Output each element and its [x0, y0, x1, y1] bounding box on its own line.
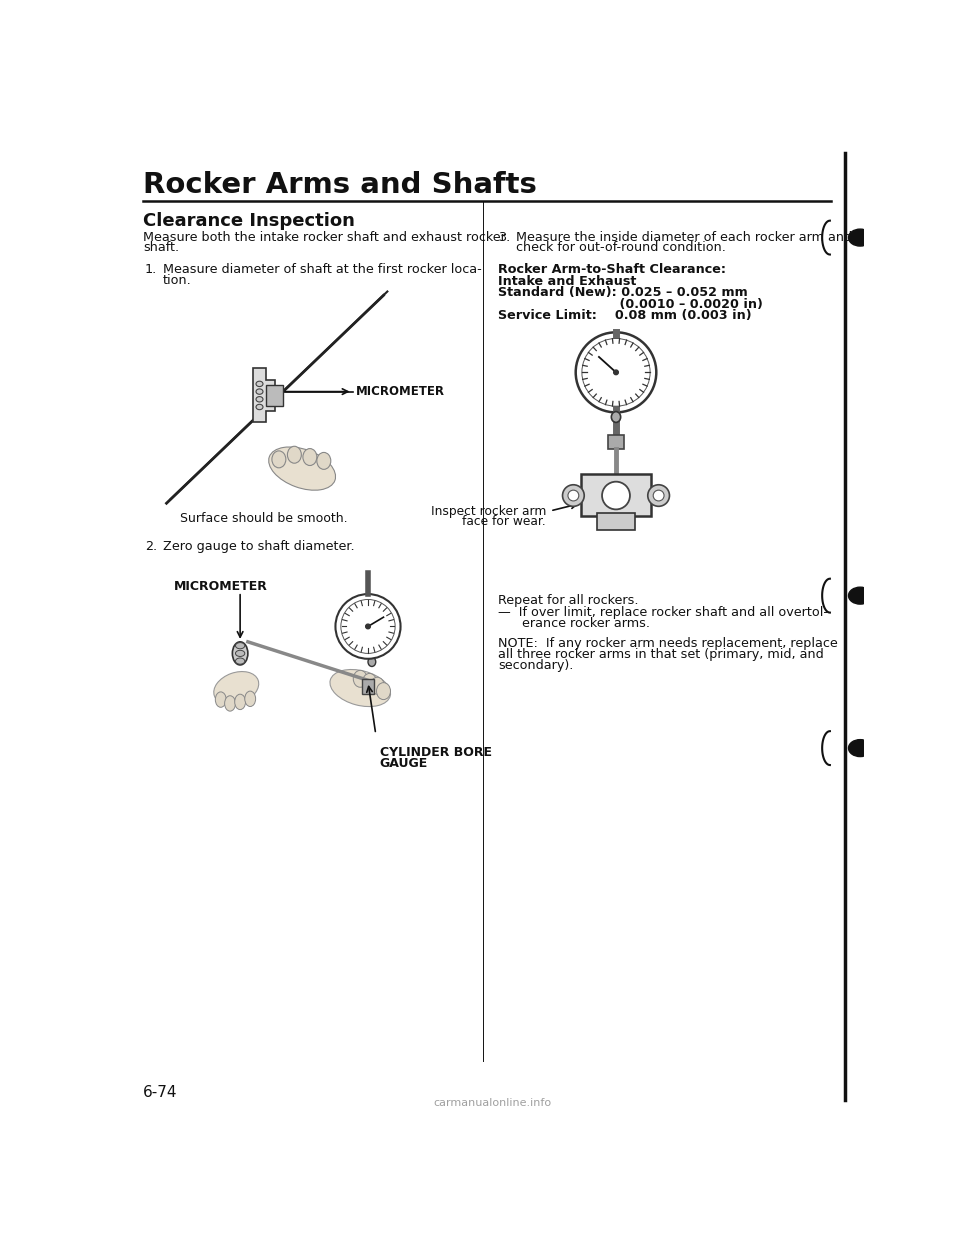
Ellipse shape: [256, 381, 263, 386]
Text: Service Limit:    0.08 mm (0.003 in): Service Limit: 0.08 mm (0.003 in): [498, 309, 752, 322]
Ellipse shape: [232, 642, 248, 664]
Ellipse shape: [353, 671, 368, 687]
Ellipse shape: [612, 411, 621, 422]
Text: carmanualonline.info: carmanualonline.info: [433, 1098, 551, 1108]
Text: Measure both the intake rocker shaft and exhaust rocker: Measure both the intake rocker shaft and…: [143, 231, 506, 243]
Circle shape: [653, 491, 664, 501]
Ellipse shape: [214, 672, 259, 704]
Ellipse shape: [234, 694, 246, 709]
Circle shape: [613, 370, 618, 375]
Text: GAUGE: GAUGE: [379, 758, 428, 770]
Ellipse shape: [235, 642, 245, 648]
Text: 3.: 3.: [498, 231, 511, 243]
Circle shape: [568, 491, 579, 501]
Circle shape: [341, 600, 396, 653]
Text: 6-74: 6-74: [143, 1084, 178, 1099]
Ellipse shape: [330, 669, 391, 707]
Text: Measure the inside diameter of each rocker arm and: Measure the inside diameter of each rock…: [516, 231, 852, 243]
Ellipse shape: [849, 587, 872, 604]
Circle shape: [648, 484, 669, 507]
Circle shape: [366, 625, 371, 628]
Bar: [581, 474, 651, 517]
Ellipse shape: [269, 447, 336, 491]
Text: Clearance Inspection: Clearance Inspection: [143, 212, 355, 230]
Bar: [266, 385, 283, 406]
Ellipse shape: [287, 446, 301, 463]
Text: Inspect rocker arm: Inspect rocker arm: [431, 504, 546, 518]
Text: Rocker Arm-to-Shaft Clearance:: Rocker Arm-to-Shaft Clearance:: [498, 263, 726, 276]
Ellipse shape: [245, 691, 255, 707]
Ellipse shape: [215, 692, 227, 707]
Ellipse shape: [376, 683, 391, 699]
Ellipse shape: [256, 389, 263, 394]
Ellipse shape: [368, 657, 375, 667]
Circle shape: [335, 594, 400, 658]
Ellipse shape: [849, 229, 872, 246]
Text: secondary).: secondary).: [498, 658, 573, 672]
Text: CYLINDER BORE: CYLINDER BORE: [379, 745, 492, 759]
Text: shaft.: shaft.: [143, 241, 180, 255]
Bar: [362, 679, 374, 694]
Circle shape: [576, 333, 657, 412]
Circle shape: [602, 482, 630, 509]
Polygon shape: [253, 369, 275, 422]
Text: Surface should be smooth.: Surface should be smooth.: [180, 513, 348, 525]
Text: Zero gauge to shaft diameter.: Zero gauge to shaft diameter.: [162, 540, 354, 553]
Ellipse shape: [256, 405, 263, 410]
Ellipse shape: [849, 740, 872, 756]
Text: face for wear.: face for wear.: [463, 514, 546, 528]
Text: 1.: 1.: [145, 263, 157, 276]
Text: Repeat for all rockers.: Repeat for all rockers.: [498, 594, 638, 607]
Text: NOTE:  If any rocker arm needs replacement, replace: NOTE: If any rocker arm needs replacemen…: [498, 637, 838, 651]
Bar: [596, 513, 636, 530]
Text: all three rocker arms in that set (primary, mid, and: all three rocker arms in that set (prima…: [498, 648, 824, 661]
Text: Intake and Exhaust: Intake and Exhaust: [498, 274, 636, 288]
Text: Measure diameter of shaft at the first rocker loca-: Measure diameter of shaft at the first r…: [162, 263, 481, 276]
Text: (0.0010 – 0.0020 in): (0.0010 – 0.0020 in): [498, 298, 763, 310]
Text: 2.: 2.: [145, 540, 156, 553]
Ellipse shape: [235, 651, 245, 657]
Ellipse shape: [272, 451, 286, 468]
Ellipse shape: [303, 448, 317, 466]
Circle shape: [582, 339, 650, 406]
Text: MICROMETER: MICROMETER: [355, 385, 444, 399]
Text: check for out-of-round condition.: check for out-of-round condition.: [516, 241, 726, 255]
Text: tion.: tion.: [162, 273, 191, 287]
Text: erance rocker arms.: erance rocker arms.: [498, 617, 650, 630]
Text: —  If over limit, replace rocker shaft and all overtol-: — If over limit, replace rocker shaft an…: [498, 606, 828, 620]
Ellipse shape: [363, 673, 376, 691]
Text: Standard (New): 0.025 – 0.052 mm: Standard (New): 0.025 – 0.052 mm: [498, 286, 748, 299]
Circle shape: [563, 484, 585, 507]
Ellipse shape: [371, 677, 384, 694]
Bar: [609, 436, 624, 450]
Text: MICROMETER: MICROMETER: [175, 580, 268, 594]
Ellipse shape: [235, 658, 245, 664]
Ellipse shape: [256, 396, 263, 402]
Ellipse shape: [317, 452, 331, 469]
Ellipse shape: [225, 696, 235, 712]
Text: Rocker Arms and Shafts: Rocker Arms and Shafts: [143, 170, 538, 199]
